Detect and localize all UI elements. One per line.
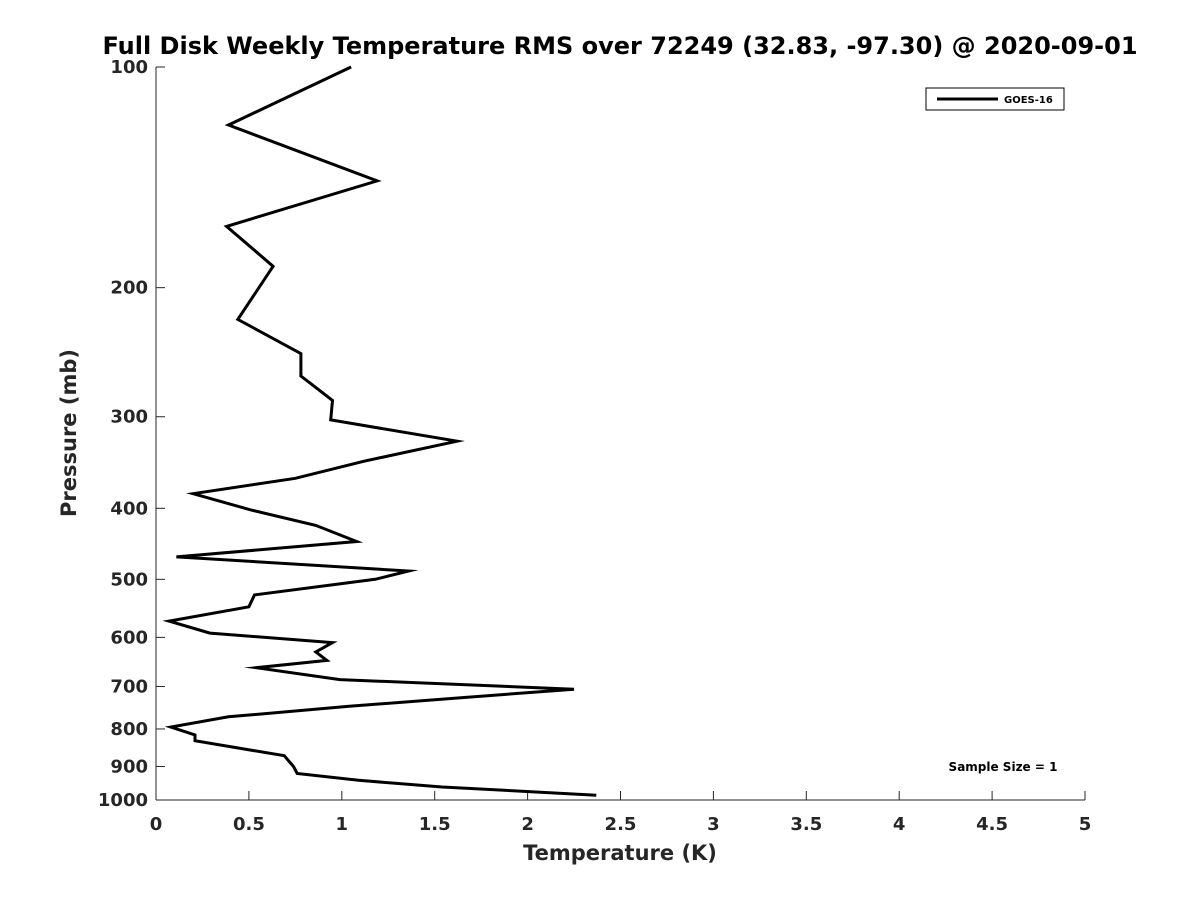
x-tick-label: 3 [707,814,720,835]
sample-size-annotation: Sample Size = 1 [949,760,1058,774]
x-tick-label: 1.5 [419,814,451,835]
x-tick-label: 2.5 [605,814,637,835]
legend: GOES-16 [925,87,1065,111]
axes [155,67,1085,801]
series-layer [162,65,597,797]
x-tick-label: 4.5 [976,814,1008,835]
x-tick-label: 5 [1079,814,1092,835]
y-tick-label: 700 [110,676,148,697]
series-line-goes-16 [162,65,597,797]
x-tick-label: 3.5 [790,814,822,835]
y-tick-label: 600 [110,627,148,648]
x-axis-ticks: 0 0.5 1 1.5 2 2.5 3 3.5 4 4.5 5 [150,791,1092,835]
y-tick-label: 300 [110,407,148,428]
y-tick-label: 1000 [98,790,148,811]
x-tick-label: 4 [893,814,906,835]
x-tick-label: 0 [150,814,163,835]
y-tick-label: 100 [110,57,148,78]
x-axis-label: Temperature (K) [523,841,717,865]
x-tick-label: 2 [521,814,534,835]
y-axis-label: Pressure (mb) [57,349,81,517]
x-tick-label: 1 [336,814,349,835]
legend-label: GOES-16 [1004,95,1053,106]
y-tick-label: 800 [110,719,148,740]
y-tick-label: 900 [110,756,148,777]
y-axis-ticks: 100 200 300 400 500 600 700 800 900 1000 [98,57,165,811]
y-tick-label: 400 [110,498,148,519]
x-tick-label: 0.5 [233,814,265,835]
y-tick-label: 200 [110,278,148,299]
y-tick-label: 500 [110,569,148,590]
chart-title: Full Disk Weekly Temperature RMS over 72… [102,32,1137,60]
